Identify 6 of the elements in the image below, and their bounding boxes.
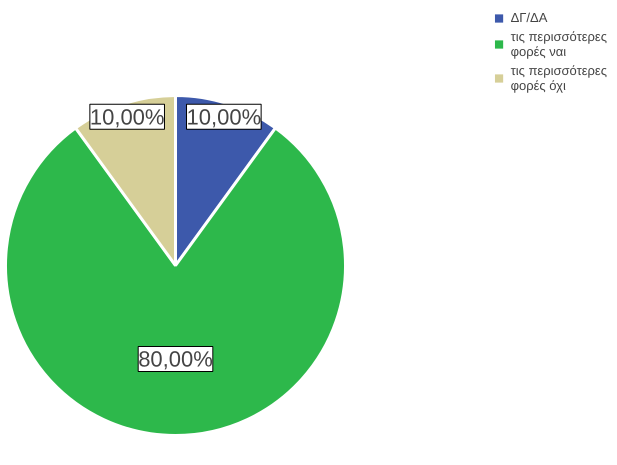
legend-label: ΔΓ/ΔΑ (510, 10, 548, 25)
data-label: 10,00% (90, 104, 164, 130)
legend-label: τις περισσότερες φορές όχι (510, 63, 607, 93)
legend-label: τις περισσότερες φορές ναι (510, 29, 607, 59)
data-label: 80,00% (138, 346, 213, 372)
data-label: 10,00% (186, 104, 262, 130)
